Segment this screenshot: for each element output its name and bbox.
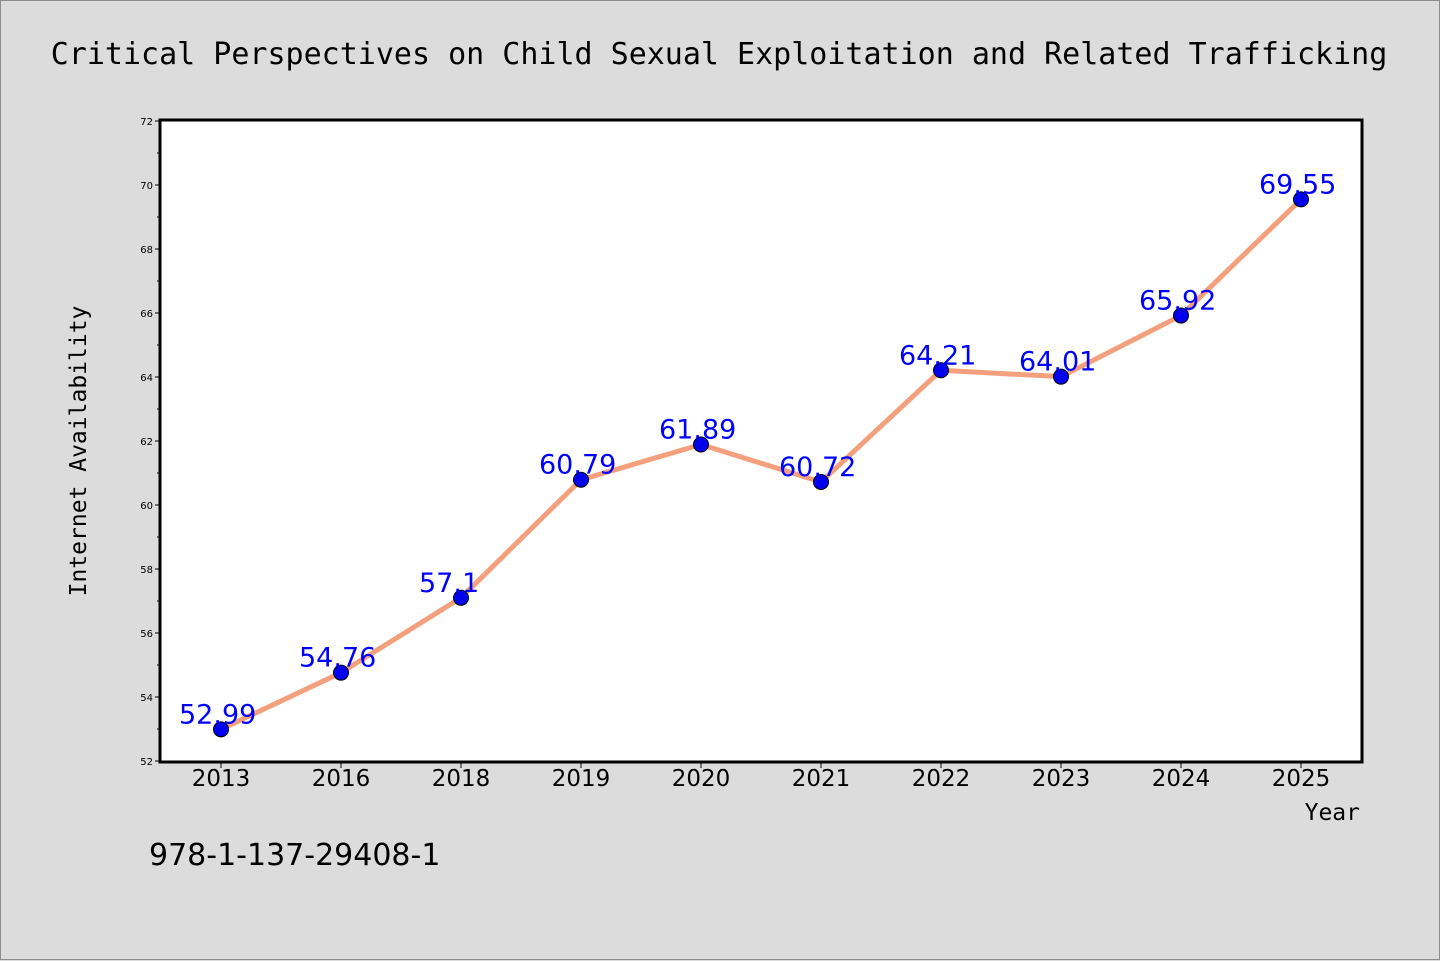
y-tick-label: 60 <box>140 501 153 512</box>
data-label: 64.21 <box>899 340 976 371</box>
y-axis-label: Internet Availability <box>66 306 92 597</box>
data-label: 54.76 <box>299 643 376 674</box>
x-tick-label: 2024 <box>1152 766 1211 792</box>
x-axis-label: Year <box>1305 800 1360 826</box>
plot-area <box>158 118 1364 764</box>
data-label: 60.72 <box>779 452 856 483</box>
y-tick-label: 68 <box>140 245 153 256</box>
data-labels: 52.99 54.76 57.1 60.79 61.89 60.72 64.21 64.01 6… <box>179 169 1336 730</box>
x-tick-label: 2019 <box>552 766 611 792</box>
x-tick-label: 2013 <box>192 766 251 792</box>
y-tick-label: 54 <box>140 693 153 704</box>
data-label: 69.55 <box>1259 169 1336 200</box>
chart-title: Critical Perspectives on Child Sexual Ex… <box>51 37 1388 72</box>
data-label: 57.1 <box>419 568 479 599</box>
data-point <box>573 471 589 488</box>
y-tick-label: 70 <box>140 181 153 192</box>
y-tick-label: 52 <box>140 757 153 768</box>
data-label: 65.92 <box>1139 286 1216 317</box>
x-tick-label: 2023 <box>1032 766 1091 792</box>
isbn-code: 978-1-137-29408-1 <box>149 838 440 873</box>
data-point <box>453 589 469 606</box>
y-tick-label: 64 <box>140 373 153 384</box>
x-axis: 2013 2016 2018 2019 2020 2021 2022 2023 2024 2025 <box>192 761 1331 792</box>
x-tick-label: 2021 <box>792 766 851 792</box>
x-tick-label: 2018 <box>432 766 491 792</box>
data-point <box>1053 368 1069 385</box>
data-label: 61.89 <box>659 415 736 446</box>
data-markers <box>213 191 1309 738</box>
data-point <box>213 721 229 738</box>
data-point <box>693 436 709 453</box>
y-axis: 52 54 56 58 60 62 64 66 68 70 72 <box>140 117 161 768</box>
y-tick-label: 58 <box>140 565 153 576</box>
x-tick-label: 2022 <box>912 766 971 792</box>
data-label: 64.01 <box>1019 347 1096 378</box>
y-tick-label: 72 <box>140 117 153 128</box>
y-tick-label: 56 <box>140 629 153 640</box>
data-point <box>1293 191 1309 208</box>
x-tick-label: 2025 <box>1272 766 1331 792</box>
data-label: 60.79 <box>539 450 616 481</box>
series-line <box>218 196 1304 732</box>
data-point <box>933 362 949 379</box>
x-tick-label: 2016 <box>312 766 371 792</box>
x-tick-label: 2020 <box>672 766 731 792</box>
data-point <box>813 473 829 490</box>
data-label: 52.99 <box>179 699 256 730</box>
data-point <box>1173 307 1189 324</box>
y-tick-label: 66 <box>140 309 153 320</box>
y-tick-label: 62 <box>140 437 153 448</box>
data-point <box>333 664 349 681</box>
